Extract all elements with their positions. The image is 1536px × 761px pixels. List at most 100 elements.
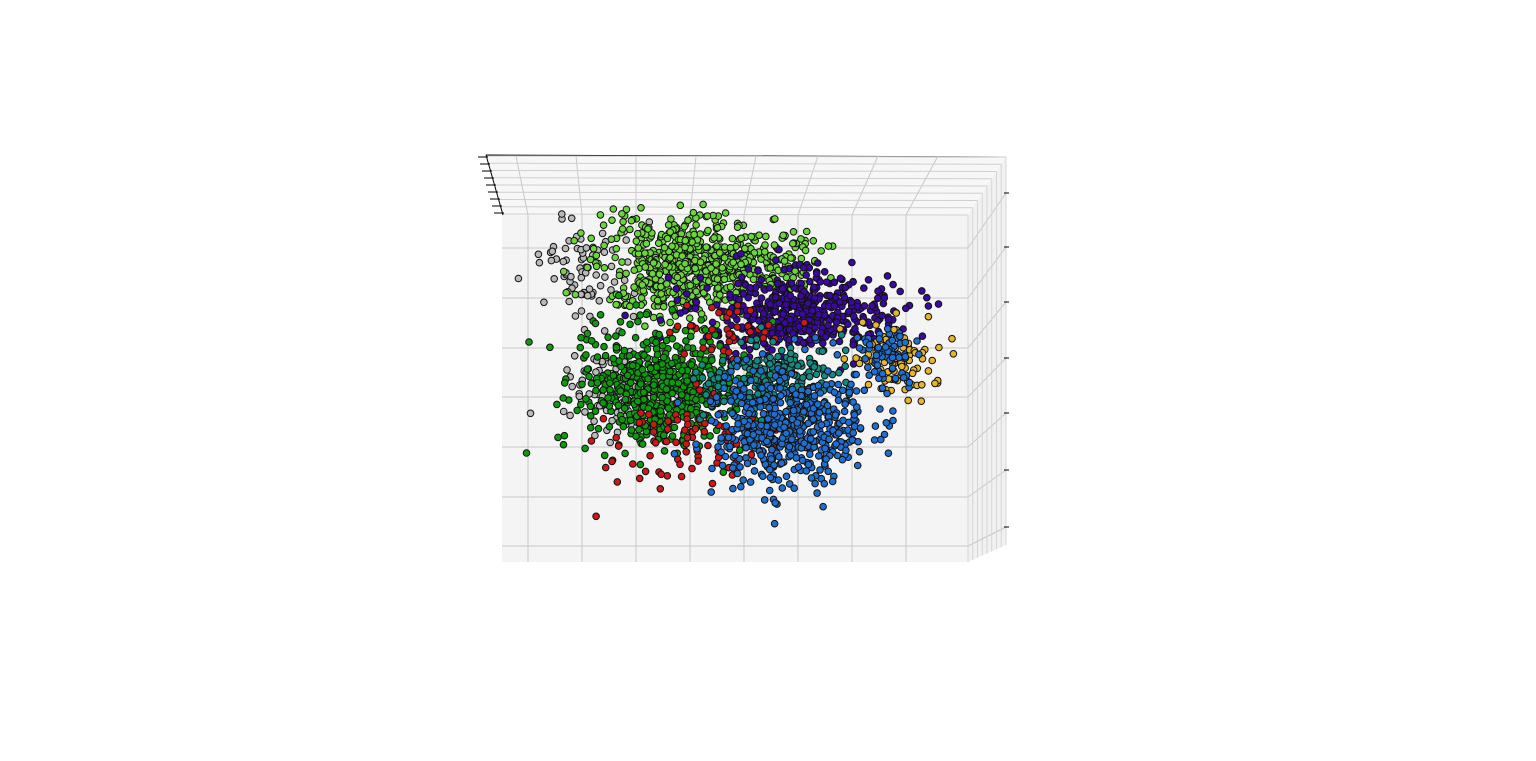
data-point (586, 402, 595, 411)
data-point (816, 278, 825, 286)
data-point (782, 407, 790, 416)
data-point (593, 379, 602, 387)
data-point (824, 321, 832, 330)
data-point (726, 283, 735, 291)
data-point (708, 325, 716, 334)
data-point (810, 363, 819, 371)
data-point (585, 372, 593, 381)
data-point (720, 384, 729, 393)
data-point (918, 332, 927, 341)
data-point (611, 253, 620, 262)
data-point (689, 375, 698, 383)
data-point (548, 247, 557, 256)
data-point (618, 210, 626, 218)
data-point (724, 433, 733, 442)
data-point (614, 291, 623, 300)
data-point (811, 333, 820, 342)
data-point (789, 239, 797, 248)
data-point (565, 297, 574, 306)
data-point (598, 229, 607, 238)
data-point (747, 376, 755, 385)
data-point (644, 375, 652, 383)
data-point (573, 406, 582, 415)
data-point (767, 455, 776, 463)
data-point (731, 451, 739, 460)
data-point (623, 371, 632, 380)
data-point (759, 410, 768, 418)
data-point (801, 345, 809, 354)
depth-gridline (485, 155, 1007, 158)
data-point (809, 428, 818, 436)
data-point (664, 221, 673, 229)
data-point (855, 447, 864, 456)
data-point (636, 380, 645, 388)
data-point (622, 205, 631, 214)
data-point (737, 234, 746, 243)
data-point (895, 353, 903, 362)
data-point (637, 294, 646, 302)
data-point (849, 429, 858, 437)
data-point (759, 334, 768, 342)
data-point (621, 449, 629, 458)
data-point (715, 308, 723, 317)
data-point (872, 321, 880, 329)
data-point (570, 352, 579, 360)
data-point (582, 351, 590, 359)
data-point (590, 417, 598, 426)
data-point (740, 385, 748, 393)
data-point (845, 307, 853, 316)
data-point (771, 372, 780, 380)
data-point (732, 387, 741, 396)
data-point (736, 446, 744, 455)
depth-gridline (501, 213, 969, 216)
data-point (836, 298, 844, 306)
data-point (777, 391, 785, 400)
data-point (592, 368, 600, 377)
data-point (583, 365, 592, 373)
data-point (691, 424, 700, 433)
data-point (692, 440, 700, 449)
data-point (811, 479, 819, 488)
data-point (720, 253, 729, 262)
data-point (587, 437, 596, 445)
data-point (658, 342, 667, 350)
data-point (651, 439, 660, 447)
data-point (768, 445, 776, 454)
data-point (797, 292, 805, 300)
data-point (817, 247, 826, 255)
data-point (673, 322, 682, 331)
data-point (652, 338, 660, 347)
data-point (661, 260, 669, 269)
data-point (875, 335, 884, 343)
data-point (708, 303, 716, 312)
data-point (591, 407, 600, 416)
data-point (835, 368, 843, 377)
data-point (583, 263, 592, 272)
data-point (819, 502, 827, 511)
data-point (684, 216, 692, 224)
data-point (737, 482, 745, 491)
data-point (853, 461, 862, 470)
data-point (835, 337, 844, 346)
data-point (780, 423, 788, 432)
data-point (771, 293, 780, 302)
data-point (854, 437, 862, 446)
data-point (761, 241, 769, 249)
data-point (849, 312, 858, 321)
data-point (645, 410, 653, 419)
data-point (662, 437, 671, 446)
data-point (559, 257, 568, 266)
data-point (888, 353, 897, 362)
axis-ticks (478, 154, 1009, 528)
data-point (708, 318, 717, 327)
data-point (619, 422, 628, 431)
data-point (915, 350, 923, 359)
data-point (589, 244, 598, 253)
data-point (560, 431, 569, 440)
data-point (848, 258, 856, 267)
data-point (799, 373, 807, 382)
data-point (855, 359, 864, 368)
data-point (749, 431, 758, 439)
data-point (877, 435, 885, 444)
data-point (637, 409, 645, 417)
